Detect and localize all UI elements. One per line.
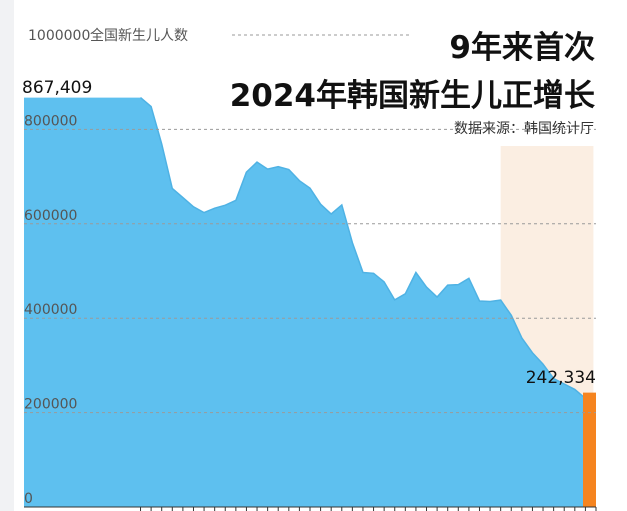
peak-annotation: 867,409: [22, 78, 92, 98]
y-tick-label: 0: [24, 491, 33, 507]
y-axis-title: 全国新生儿人数: [90, 27, 188, 44]
series-line: [140, 97, 586, 399]
y-tick-label: 800000: [24, 113, 77, 129]
series-area: [24, 97, 586, 507]
y-tick-label: 200000: [24, 397, 77, 413]
source-note: 数据来源：韩国统计厅: [454, 121, 594, 137]
chart-title-line-2: 2024年韩国新生儿正增长: [229, 78, 595, 114]
y-tick-label: 400000: [24, 302, 77, 318]
chart-title-line-1: 9年来首次: [449, 30, 595, 66]
y-tick-label-top: 1000000: [28, 28, 90, 44]
y-tick-label: 600000: [24, 208, 77, 224]
latest-bar: [583, 392, 596, 507]
left-edge-strip: [0, 0, 14, 511]
latest-annotation: 242,334: [526, 368, 596, 388]
